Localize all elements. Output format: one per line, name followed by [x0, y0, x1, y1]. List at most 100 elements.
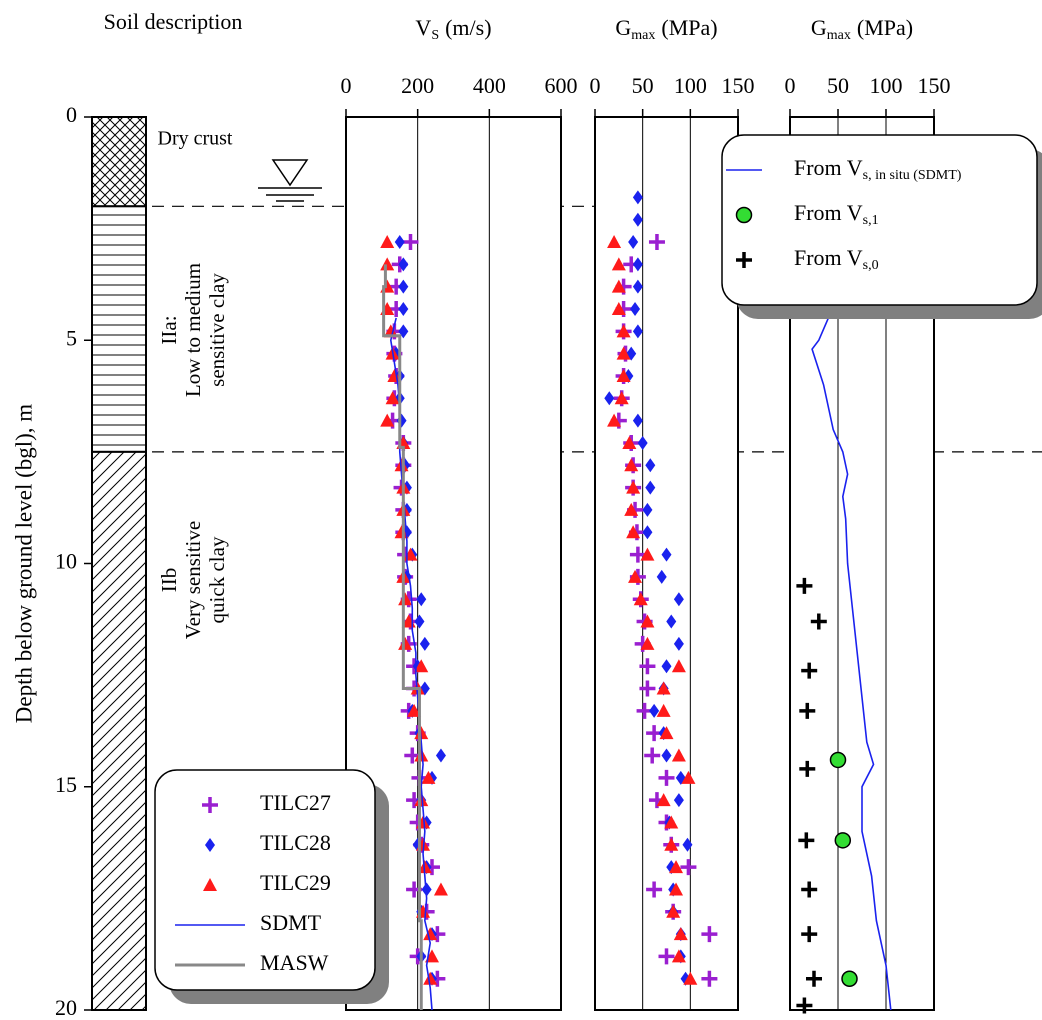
legend-label-main: MASW	[260, 950, 329, 975]
legend-label: From Vs,0	[794, 245, 879, 273]
point-plus	[402, 234, 419, 251]
x-tick-label: 50	[827, 73, 849, 98]
layer-label: sensitive clay	[205, 273, 229, 387]
x-tick-label: 50	[632, 73, 654, 98]
legend-label-main: TILC28	[260, 830, 331, 855]
soil-layer	[91, 205, 147, 453]
point-triangle	[414, 748, 429, 762]
x-axis-title-unit: (MPa)	[661, 15, 717, 40]
point-triangle	[616, 346, 631, 360]
x-axis-title: Gmax (MPa)	[615, 15, 717, 43]
point-triangle	[673, 927, 688, 941]
point-triangle	[380, 413, 395, 427]
point-triangle	[203, 878, 217, 891]
point-diamond	[661, 659, 672, 674]
legend-label-main: From V	[794, 200, 863, 225]
point-plus	[799, 702, 816, 719]
point-triangle	[664, 837, 679, 851]
point-plus	[796, 997, 813, 1014]
point-triangle	[633, 592, 648, 606]
point-triangle	[671, 659, 686, 673]
point-diamond	[398, 301, 409, 316]
point-triangle	[616, 368, 631, 382]
point-plus	[801, 662, 818, 679]
legend-label-sub: s,1	[863, 213, 879, 228]
legend-label-sub: s,0	[863, 258, 879, 273]
point-plus	[798, 832, 815, 849]
x-axis-title-main: G	[615, 15, 631, 40]
point-triangle	[611, 257, 626, 271]
point-plus	[799, 760, 816, 777]
point-plus	[644, 747, 661, 764]
y-tick-label: 20	[55, 995, 77, 1020]
x-axis-title: Gmax (MPa)	[811, 15, 913, 43]
point-triangle	[611, 279, 626, 293]
point-diamond	[628, 235, 639, 250]
layer-label: IIb	[157, 568, 181, 593]
point-triangle	[407, 703, 422, 717]
soil-layer	[91, 450, 147, 1011]
point-diamond	[661, 547, 672, 562]
soil-title: Soil description	[104, 9, 243, 34]
point-triangle	[611, 301, 626, 315]
x-axis-title-sub: max	[827, 28, 851, 43]
legend-label: From Vs, in situ (SDMT)	[794, 155, 962, 183]
point-plus	[629, 546, 646, 563]
point-diamond	[632, 279, 643, 294]
y-tick-label: 5	[66, 325, 77, 350]
point-diamond	[419, 636, 430, 651]
layer-label: Very sensitive	[181, 521, 205, 639]
soil-layer	[91, 116, 147, 208]
point-diamond	[632, 190, 643, 205]
point-plus	[646, 881, 663, 898]
point-triangle	[659, 726, 674, 740]
legend-label-main: From V	[794, 155, 863, 180]
point-triangle	[394, 525, 409, 539]
point-triangle	[433, 882, 448, 896]
point-triangle	[624, 458, 639, 472]
point-diamond	[632, 257, 643, 272]
point-plus	[701, 926, 718, 943]
x-tick-label: 0	[590, 73, 601, 98]
point-diamond	[682, 837, 693, 852]
point-diamond	[604, 391, 615, 406]
legend-label: TILC27	[260, 790, 331, 815]
point-triangle	[681, 770, 696, 784]
point-triangle	[414, 659, 429, 673]
x-tick-label: 150	[918, 73, 951, 98]
point-diamond	[673, 793, 684, 808]
layer-label: Low to medium	[181, 263, 205, 397]
point-plus	[639, 658, 656, 675]
point-triangle	[626, 480, 641, 494]
point-triangle	[626, 525, 641, 539]
point-plus	[658, 769, 675, 786]
water-table	[258, 159, 322, 202]
point-diamond	[414, 614, 425, 629]
point-plus	[648, 234, 665, 251]
x-tick-label: 200	[401, 73, 434, 98]
point-plus	[202, 797, 218, 813]
point-triangle	[669, 860, 684, 874]
plot-frame	[594, 116, 739, 1011]
point-triangle	[423, 927, 438, 941]
point-circle	[735, 206, 753, 224]
legend-label: MASW	[260, 950, 329, 975]
point-triangle	[423, 971, 438, 985]
point-triangle	[671, 949, 686, 963]
point-triangle	[414, 793, 429, 807]
point-diamond	[649, 703, 660, 718]
point-diamond	[637, 435, 648, 450]
point-plus	[810, 613, 827, 630]
point-triangle	[640, 547, 655, 561]
point-plus	[658, 948, 675, 965]
point-triangle	[398, 636, 413, 650]
point-triangle	[624, 502, 639, 516]
point-diamond	[205, 838, 215, 852]
line	[382, 264, 423, 1010]
legend	[721, 134, 1038, 306]
layer-label: quick clay	[205, 536, 229, 623]
legend-label: TILC29	[260, 870, 331, 895]
point-diamond	[666, 614, 677, 629]
point-diamond	[398, 279, 409, 294]
point-plus	[639, 680, 656, 697]
